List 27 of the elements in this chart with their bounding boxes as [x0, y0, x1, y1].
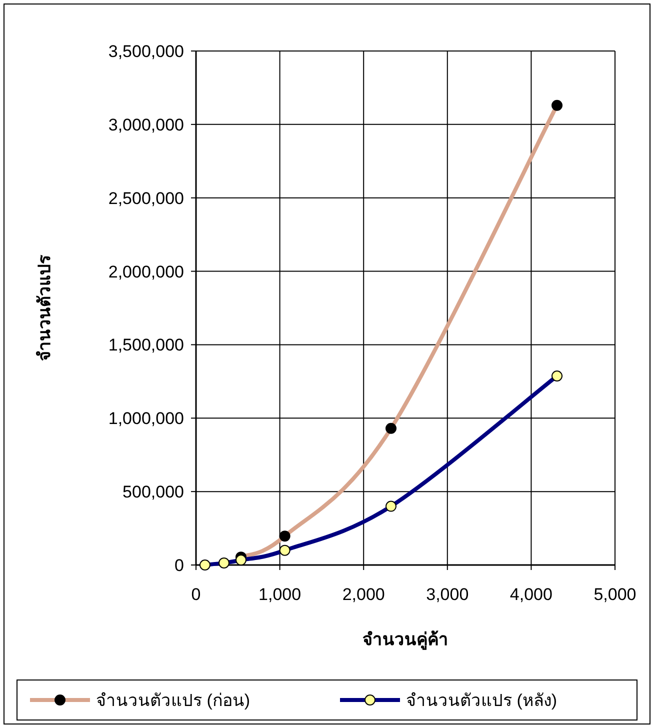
legend-label: จำนวนตัวแปร (หลัง) [406, 691, 558, 710]
point [279, 544, 290, 556]
point [386, 500, 397, 512]
y-tick-label: 2,500,000 [108, 188, 184, 208]
y-tick-label: 2,000,000 [108, 262, 184, 282]
y-tick-label: 1,000,000 [108, 409, 184, 428]
y-tick-label: 0 [174, 556, 184, 575]
point [552, 100, 563, 111]
point [236, 554, 246, 566]
x-tick-label: 0 [191, 585, 201, 604]
point [552, 370, 563, 382]
x-tick-label: 1,000 [258, 585, 302, 604]
point [218, 557, 230, 568]
y-tick-label: 3,000,000 [108, 115, 184, 134]
legend-label: จำนวนตัวแปร (ก่อน) [96, 691, 250, 710]
y-tick-label: 3,500,000 [108, 42, 184, 61]
x-tick-label: 3,000 [426, 585, 469, 604]
x-axis-title: จำนวนคู่ค้า [362, 630, 448, 651]
point [279, 530, 290, 542]
y-tick-label: 1,500,000 [108, 336, 184, 355]
x-tick-label: 5,000 [594, 585, 636, 604]
y-axis-title: จำนวนตัวแปร [35, 254, 54, 361]
point [199, 560, 210, 570]
point [386, 422, 397, 434]
x-tick-label: 4,000 [510, 585, 552, 604]
y-tick-label: 500,000 [122, 482, 184, 502]
x-tick-label: 2,000 [342, 585, 385, 604]
